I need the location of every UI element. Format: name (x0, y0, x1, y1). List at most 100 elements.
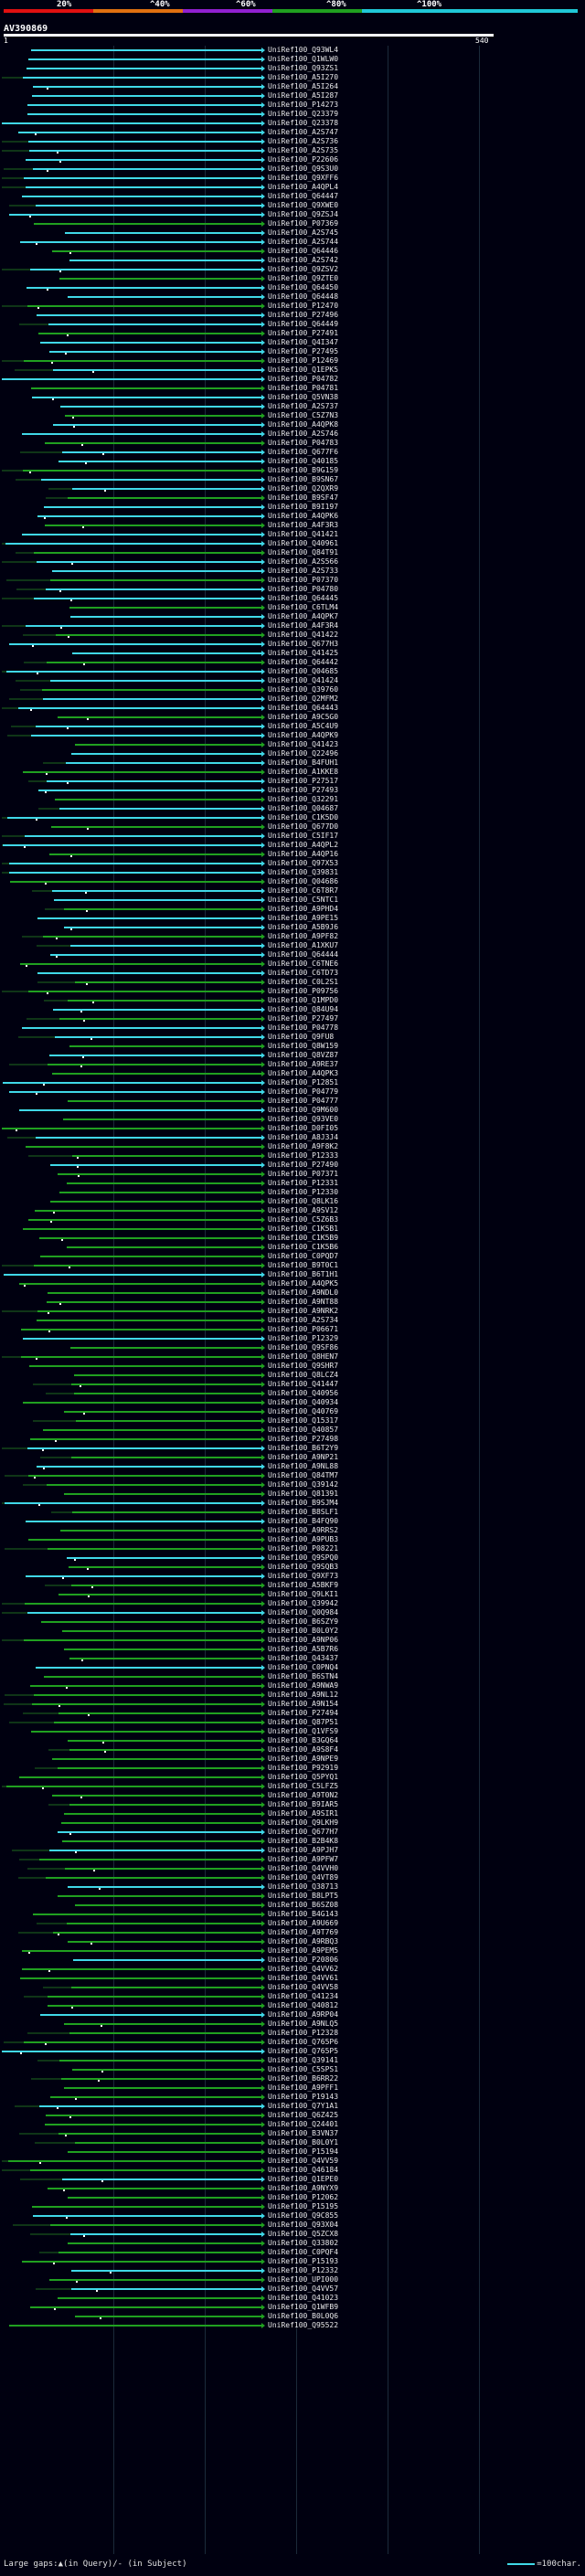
hit-row[interactable]: UniRef100_Q9SQB3 (0, 1563, 585, 1572)
hit-row[interactable]: UniRef100_Q64443 (0, 704, 585, 713)
hit-label[interactable]: UniRef100_Q64442 (268, 658, 339, 666)
hit-row[interactable]: UniRef100_P27497 (0, 1014, 585, 1023)
hit-label[interactable]: UniRef100_P07370 (268, 576, 339, 584)
hit-label[interactable]: UniRef100_A9PE15 (268, 914, 339, 922)
hit-row[interactable]: UniRef100_A2S733 (0, 567, 585, 576)
hit-row[interactable]: UniRef100_P12328 (0, 2029, 585, 2038)
hit-label[interactable]: UniRef100_Q9LKH9 (268, 1818, 339, 1827)
hit-label[interactable]: UniRef100_Q64448 (268, 292, 339, 301)
hit-row[interactable]: UniRef100_A9NT88 (0, 1298, 585, 1307)
hit-row[interactable]: UniRef100_Q9XFF6 (0, 174, 585, 183)
hit-row[interactable]: UniRef100_A9C5G0 (0, 713, 585, 722)
hit-row[interactable]: UniRef100_Q9M600 (0, 1106, 585, 1115)
hit-row[interactable]: UniRef100_Q43437 (0, 1654, 585, 1663)
hit-row[interactable]: UniRef100_B6STN4 (0, 1672, 585, 1681)
hit-row[interactable]: UniRef100_Q677H3 (0, 640, 585, 649)
hit-row[interactable]: UniRef100_Q64445 (0, 594, 585, 603)
hit-label[interactable]: UniRef100_P12329 (268, 1334, 339, 1342)
hit-row[interactable]: UniRef100_A9NP21 (0, 1453, 585, 1462)
hit-label[interactable]: UniRef100_Q2MFM2 (268, 694, 339, 703)
hit-label[interactable]: UniRef100_C0L2S1 (268, 978, 339, 986)
hit-label[interactable]: UniRef100_Q38713 (268, 1882, 339, 1891)
hit-label[interactable]: UniRef100_Q9XWE0 (268, 201, 339, 209)
hit-label[interactable]: UniRef100_A4QPK9 (268, 731, 339, 739)
hit-label[interactable]: UniRef100_Q5VN38 (268, 393, 339, 401)
hit-row[interactable]: UniRef100_P27493 (0, 786, 585, 795)
hit-row[interactable]: UniRef100_P12470 (0, 302, 585, 311)
hit-label[interactable]: UniRef100_Q2QXR9 (268, 484, 339, 493)
hit-row[interactable]: UniRef100_P20806 (0, 1956, 585, 1965)
hit-label[interactable]: UniRef100_A4F3R3 (268, 521, 339, 529)
hit-label[interactable]: UniRef100_Q765P6 (268, 2038, 339, 2046)
hit-label[interactable]: UniRef100_A4QPK7 (268, 612, 339, 620)
hit-label[interactable]: UniRef100_Q4VV59 (268, 2157, 339, 2165)
hit-label[interactable]: UniRef100_Q8LK16 (268, 1197, 339, 1205)
hit-label[interactable]: UniRef100_B8LPT5 (268, 1892, 339, 1900)
hit-row[interactable]: UniRef100_Q9LKI1 (0, 1590, 585, 1599)
hit-row[interactable]: UniRef100_C6TD73 (0, 969, 585, 978)
hit-label[interactable]: UniRef100_A8J3J4 (268, 1133, 339, 1141)
hit-label[interactable]: UniRef100_A9NLQ5 (268, 2019, 339, 2028)
hit-row[interactable]: UniRef100_P12330 (0, 1188, 585, 1197)
hit-row[interactable]: UniRef100_P07370 (0, 576, 585, 585)
hit-row[interactable]: UniRef100_A5I270 (0, 73, 585, 82)
hit-row[interactable]: UniRef100_A9S8F4 (0, 1745, 585, 1754)
hit-row[interactable]: UniRef100_B9G159 (0, 466, 585, 475)
hit-row[interactable]: UniRef100_A9RP04 (0, 2010, 585, 2019)
hit-label[interactable]: UniRef100_P27497 (268, 1014, 339, 1023)
hit-row[interactable]: UniRef100_Q4VV61 (0, 1974, 585, 1983)
hit-label[interactable]: UniRef100_B6SZY9 (268, 1617, 339, 1626)
hit-row[interactable]: UniRef100_Q9XF73 (0, 1572, 585, 1581)
hit-row[interactable]: UniRef100_Q4VV62 (0, 1965, 585, 1974)
hit-row[interactable]: UniRef100_Q40961 (0, 539, 585, 548)
hit-label[interactable]: UniRef100_Q22496 (268, 749, 339, 758)
hit-row[interactable]: UniRef100_C1K5D0 (0, 813, 585, 822)
hit-row[interactable]: UniRef100_A4F3R3 (0, 521, 585, 530)
hit-label[interactable]: UniRef100_C5Z7N3 (268, 411, 339, 419)
hit-label[interactable]: UniRef100_P06671 (268, 1325, 339, 1333)
hit-label[interactable]: UniRef100_Q1WFB9 (268, 2303, 339, 2311)
hit-label[interactable]: UniRef100_C1K5B9 (268, 1234, 339, 1242)
hit-label[interactable]: UniRef100_Q8W159 (268, 1042, 339, 1050)
hit-row[interactable]: UniRef100_Q9S3U0 (0, 164, 585, 174)
hit-label[interactable]: UniRef100_A9NYX9 (268, 2184, 339, 2192)
hit-row[interactable]: UniRef100_Q8VZ87 (0, 1051, 585, 1060)
hit-label[interactable]: UniRef100_A4QP16 (268, 850, 339, 858)
hit-label[interactable]: UniRef100_P04778 (268, 1023, 339, 1032)
hit-label[interactable]: UniRef100_Q39831 (268, 868, 339, 876)
hit-label[interactable]: UniRef100_Q41023 (268, 2294, 339, 2302)
hit-label[interactable]: UniRef100_A9NT88 (268, 1298, 339, 1306)
hit-label[interactable]: UniRef100_P12851 (268, 1078, 339, 1087)
hit-row[interactable]: UniRef100_B4FQ90 (0, 1517, 585, 1526)
hit-row[interactable]: UniRef100_Q64447 (0, 192, 585, 201)
hit-label[interactable]: UniRef100_A9SIR1 (268, 1809, 339, 1818)
hit-label[interactable]: UniRef100_Q40812 (268, 2001, 339, 2009)
hit-row[interactable]: UniRef100_A4QPK8 (0, 420, 585, 429)
hit-row[interactable]: UniRef100_Q9ZSV2 (0, 265, 585, 274)
hit-label[interactable]: UniRef100_P12333 (268, 1151, 339, 1160)
hit-label[interactable]: UniRef100_Q9SF86 (268, 1343, 339, 1352)
hit-row[interactable]: UniRef100_C5LFZ5 (0, 1782, 585, 1791)
hit-label[interactable]: UniRef100_Q1MPD0 (268, 996, 339, 1004)
hit-label[interactable]: UniRef100_Q64445 (268, 594, 339, 602)
hit-label[interactable]: UniRef100_Q9SQB3 (268, 1563, 339, 1571)
hit-row[interactable]: UniRef100_Q7Y1A1 (0, 2102, 585, 2111)
hit-label[interactable]: UniRef100_P27517 (268, 777, 339, 785)
hit-label[interactable]: UniRef100_A2S566 (268, 557, 339, 566)
hit-label[interactable]: UniRef100_C0PNQ4 (268, 1663, 339, 1671)
hit-row[interactable]: UniRef100_P07371 (0, 1170, 585, 1179)
hit-label[interactable]: UniRef100_C1K5B6 (268, 1243, 339, 1251)
hit-label[interactable]: UniRef100_C6TD73 (268, 969, 339, 977)
hit-row[interactable]: UniRef100_Q5VN38 (0, 393, 585, 402)
hit-label[interactable]: UniRef100_P12469 (268, 356, 339, 365)
hit-label[interactable]: UniRef100_P09756 (268, 987, 339, 995)
hit-label[interactable]: UniRef100_A9T769 (268, 1928, 339, 1936)
hit-label[interactable]: UniRef100_P27493 (268, 786, 339, 794)
hit-row[interactable]: UniRef100_Q40934 (0, 1398, 585, 1407)
hit-label[interactable]: UniRef100_Q0Q984 (268, 1608, 339, 1617)
hit-row[interactable]: UniRef100_Q41023 (0, 2294, 585, 2303)
hit-label[interactable]: UniRef100_P04777 (268, 1097, 339, 1105)
hit-row[interactable]: UniRef100_A9NP06 (0, 1636, 585, 1645)
hit-row[interactable]: UniRef100_C5Z6B3 (0, 1215, 585, 1224)
hit-label[interactable]: UniRef100_Q23378 (268, 119, 339, 127)
